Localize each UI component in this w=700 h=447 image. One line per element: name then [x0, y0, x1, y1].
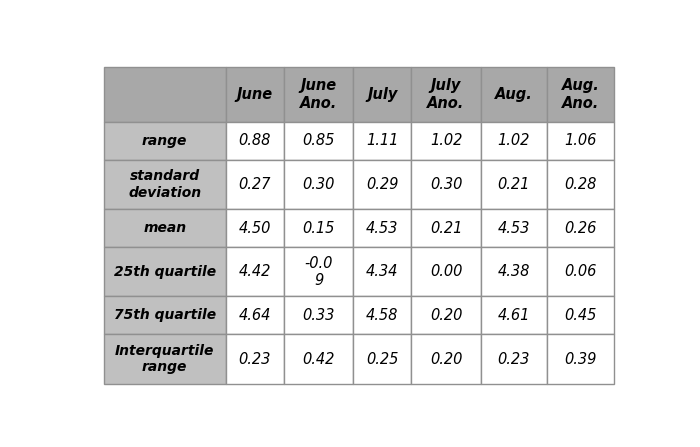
- Bar: [225, 296, 284, 334]
- Bar: [284, 209, 354, 247]
- Bar: [547, 296, 614, 334]
- Bar: [284, 67, 354, 122]
- Text: 0.23: 0.23: [498, 352, 530, 367]
- Text: 0.21: 0.21: [498, 177, 530, 192]
- Bar: [547, 209, 614, 247]
- Bar: [225, 122, 284, 160]
- Bar: [284, 334, 354, 384]
- Bar: [412, 67, 481, 122]
- Bar: [354, 209, 412, 247]
- Bar: [284, 160, 354, 209]
- Bar: [481, 122, 547, 160]
- Bar: [104, 122, 225, 160]
- Bar: [104, 247, 225, 296]
- Text: July
Ano.: July Ano.: [428, 79, 465, 111]
- Bar: [225, 209, 284, 247]
- Bar: [547, 247, 614, 296]
- Bar: [481, 296, 547, 334]
- Text: 1.06: 1.06: [564, 134, 596, 148]
- Bar: [481, 160, 547, 209]
- Bar: [481, 247, 547, 296]
- Bar: [104, 209, 225, 247]
- Text: 0.30: 0.30: [302, 177, 335, 192]
- Bar: [481, 334, 547, 384]
- Text: 1.11: 1.11: [366, 134, 398, 148]
- Text: 0.20: 0.20: [430, 352, 462, 367]
- Bar: [354, 160, 412, 209]
- Text: 4.64: 4.64: [239, 308, 271, 323]
- Bar: [412, 247, 481, 296]
- Bar: [225, 67, 284, 122]
- Text: 25th quartile: 25th quartile: [113, 265, 216, 279]
- Text: -0.0
9: -0.0 9: [304, 256, 332, 288]
- Text: 0.88: 0.88: [239, 134, 271, 148]
- Text: mean: mean: [144, 221, 186, 235]
- Text: 4.38: 4.38: [498, 264, 530, 279]
- Bar: [354, 122, 412, 160]
- Text: 4.53: 4.53: [366, 221, 398, 236]
- Text: June
Ano.: June Ano.: [300, 79, 337, 111]
- Text: 4.53: 4.53: [498, 221, 530, 236]
- Bar: [104, 334, 225, 384]
- Text: 0.23: 0.23: [239, 352, 271, 367]
- Bar: [481, 209, 547, 247]
- Bar: [354, 247, 412, 296]
- Bar: [284, 247, 354, 296]
- Text: 0.29: 0.29: [366, 177, 398, 192]
- Bar: [547, 122, 614, 160]
- Text: range: range: [142, 134, 188, 148]
- Text: Aug.: Aug.: [495, 87, 533, 102]
- Text: 0.42: 0.42: [302, 352, 335, 367]
- Bar: [225, 334, 284, 384]
- Text: 0.28: 0.28: [564, 177, 596, 192]
- Text: July: July: [367, 87, 398, 102]
- Bar: [104, 67, 225, 122]
- Text: Interquartile
range: Interquartile range: [115, 344, 214, 374]
- Bar: [412, 209, 481, 247]
- Bar: [481, 67, 547, 122]
- Text: Aug.
Ano.: Aug. Ano.: [561, 79, 599, 111]
- Bar: [354, 296, 412, 334]
- Bar: [547, 160, 614, 209]
- Bar: [354, 334, 412, 384]
- Text: 0.15: 0.15: [302, 221, 335, 236]
- Text: 4.58: 4.58: [366, 308, 398, 323]
- Text: 0.45: 0.45: [564, 308, 596, 323]
- Bar: [284, 296, 354, 334]
- Bar: [104, 296, 225, 334]
- Text: 4.61: 4.61: [498, 308, 530, 323]
- Text: 4.50: 4.50: [239, 221, 271, 236]
- Text: 0.30: 0.30: [430, 177, 462, 192]
- Text: 0.25: 0.25: [366, 352, 398, 367]
- Bar: [104, 160, 225, 209]
- Text: 0.39: 0.39: [564, 352, 596, 367]
- Text: 0.33: 0.33: [302, 308, 335, 323]
- Text: 0.21: 0.21: [430, 221, 462, 236]
- Bar: [225, 247, 284, 296]
- Bar: [284, 122, 354, 160]
- Bar: [412, 334, 481, 384]
- Bar: [412, 160, 481, 209]
- Bar: [412, 122, 481, 160]
- Text: 4.42: 4.42: [239, 264, 271, 279]
- Text: standard
deviation: standard deviation: [128, 169, 202, 200]
- Text: 0.85: 0.85: [302, 134, 335, 148]
- Text: 0.26: 0.26: [564, 221, 596, 236]
- Text: 4.34: 4.34: [366, 264, 398, 279]
- Text: 75th quartile: 75th quartile: [113, 308, 216, 322]
- Text: 0.20: 0.20: [430, 308, 462, 323]
- Bar: [354, 67, 412, 122]
- Text: 1.02: 1.02: [430, 134, 462, 148]
- Bar: [412, 296, 481, 334]
- Text: 0.27: 0.27: [239, 177, 271, 192]
- Text: 0.06: 0.06: [564, 264, 596, 279]
- Text: 0.00: 0.00: [430, 264, 462, 279]
- Bar: [225, 160, 284, 209]
- Text: June: June: [237, 87, 273, 102]
- Text: 1.02: 1.02: [498, 134, 530, 148]
- Bar: [547, 334, 614, 384]
- Bar: [547, 67, 614, 122]
